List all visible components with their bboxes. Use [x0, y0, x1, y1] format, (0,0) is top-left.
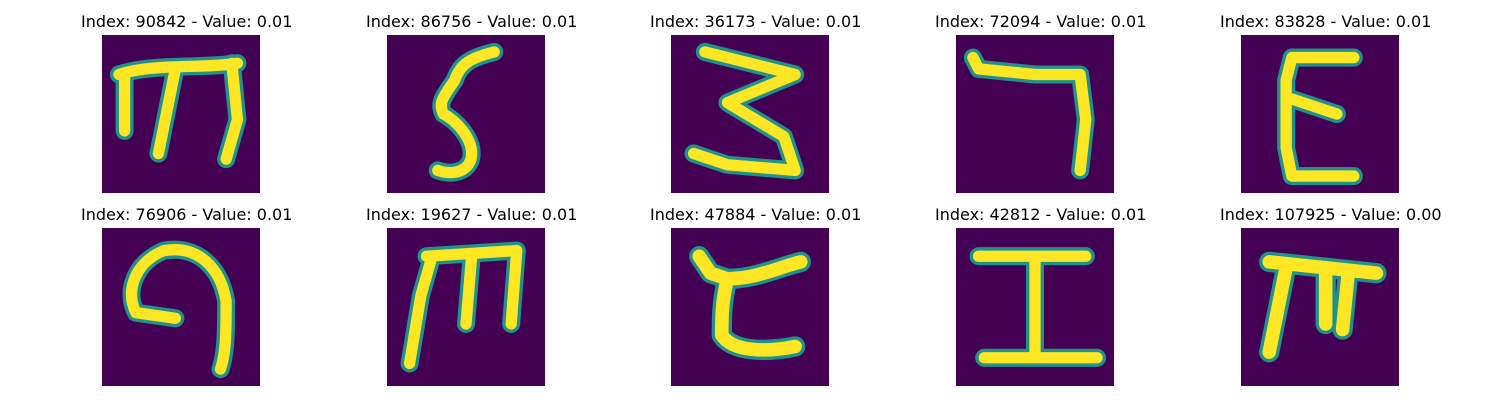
glyph-image: [671, 228, 829, 386]
glyph-image: [1241, 35, 1399, 193]
glyph-image: [387, 228, 545, 386]
glyph-image: [671, 35, 829, 193]
panel-title: Index: 86756 - Value: 0.01: [366, 12, 578, 31]
glyph-image: [387, 35, 545, 193]
glyph-image: [1241, 228, 1399, 386]
panel-title: Index: 76906 - Value: 0.01: [81, 205, 293, 224]
panel-title: Index: 90842 - Value: 0.01: [81, 12, 293, 31]
panel-title: Index: 83828 - Value: 0.01: [1220, 12, 1432, 31]
panel-title: Index: 36173 - Value: 0.01: [650, 12, 862, 31]
panel-title: Index: 19627 - Value: 0.01: [366, 205, 578, 224]
glyph-image: [956, 228, 1114, 386]
glyph-image: [102, 228, 260, 386]
glyph-image: [956, 35, 1114, 193]
panel-title: Index: 42812 - Value: 0.01: [935, 205, 1147, 224]
panel-title: Index: 107925 - Value: 0.00: [1220, 205, 1442, 224]
glyph-image: [102, 35, 260, 193]
panel-title: Index: 72094 - Value: 0.01: [935, 12, 1147, 31]
panel-title: Index: 47884 - Value: 0.01: [650, 205, 862, 224]
